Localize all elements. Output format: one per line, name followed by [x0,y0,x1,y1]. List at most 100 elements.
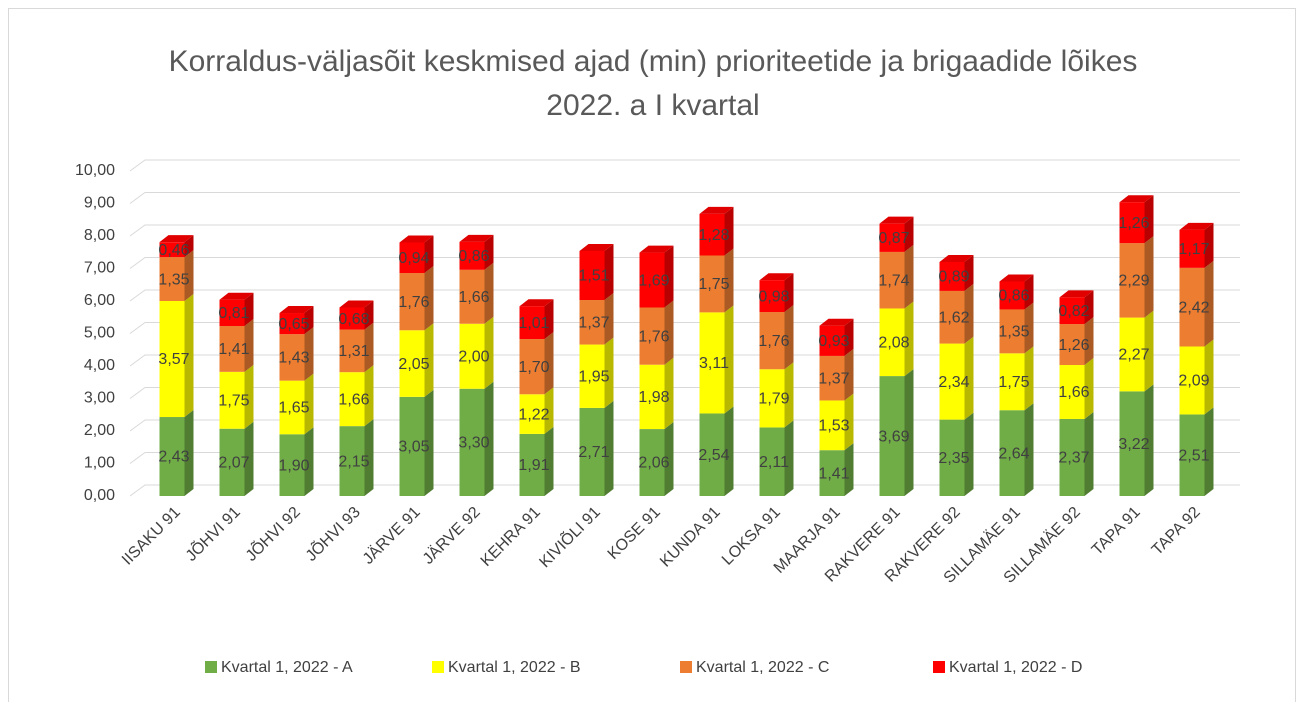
data-label: 1,26 [1118,215,1149,232]
bar-segment [579,250,605,301]
bar-top [1179,222,1214,230]
data-label: 1,31 [338,343,369,360]
data-label: 1,37 [578,315,609,332]
bar-segment [1119,317,1145,392]
bar-segment [1119,391,1145,496]
chart-title: Korraldus-väljasõit keskmised ajad (min)… [168,45,1138,122]
chart-frame [8,8,1296,702]
bar-side [1204,339,1214,415]
bar-segment [939,290,965,344]
x-tick-label: JÕHVI 93 [301,502,364,565]
bar-segment [639,364,665,430]
bar-side [784,420,794,496]
bar-side [1144,384,1154,496]
bar-segment [699,312,725,414]
data-label: 3,30 [458,435,489,452]
data-label: 2,00 [458,348,489,365]
data-label: 0,68 [338,311,369,328]
bar-side [1084,358,1094,419]
bar-segment [1059,365,1085,419]
x-tick-label: JÕHVI 92 [241,502,304,565]
bar-segment [759,312,785,370]
bar-segment [399,242,425,274]
data-label: 2,08 [878,334,909,351]
data-label: 2,42 [1178,299,1209,316]
data-label: 1,90 [278,457,309,474]
x-tick-label: KIVIÕLI 91 [534,502,604,572]
data-label: 3,22 [1118,436,1149,453]
bar-segment [1179,267,1205,347]
grid-line [129,159,1240,172]
bar-top [759,273,794,281]
bar-segment [459,241,485,270]
grid-line [129,289,1240,302]
bar-side [1024,346,1034,411]
data-label: 2,09 [1178,373,1209,390]
data-label: 1,65 [278,400,309,417]
bar-side [544,387,554,434]
bar-segment [1119,202,1145,244]
bar-side [364,365,374,427]
bar-side [304,373,314,435]
data-label: 1,53 [818,418,849,435]
data-label: 0,46 [158,242,189,259]
data-label: 2,71 [578,444,609,461]
bar-segment [579,407,605,496]
bar-segment [579,300,605,345]
bar-side [604,243,614,301]
bar-top [519,299,554,307]
bar-side [184,250,194,301]
bar-side [664,245,674,308]
bar-top [999,274,1034,282]
data-label: 1,41 [818,465,849,482]
bar-side [1204,222,1214,268]
data-label: 2,37 [1058,450,1089,467]
bar-segment [459,269,485,324]
x-tick-label: JÄRVE 91 [359,503,424,568]
bar-segment [879,223,905,252]
y-tick-label: 10,00 [75,162,115,179]
bar-side [364,300,374,330]
bar-segment [579,344,605,408]
data-label: 1,76 [638,328,669,345]
bar-side [844,393,854,451]
bar-side [904,369,914,496]
data-label: 1,35 [158,271,189,288]
bar-segment [699,413,725,496]
bar-top [159,235,194,243]
data-label: 2,43 [158,449,189,466]
bar-side [964,283,974,344]
data-label: 0,87 [878,230,909,247]
data-label: 1,51 [578,268,609,285]
bar-side [484,262,494,324]
bar-segment [159,417,185,496]
bar-segment [279,313,305,335]
bar-side [844,348,854,401]
data-label: 2,15 [338,453,369,470]
bar-side [964,412,974,496]
x-tick-label: IISAKU 91 [119,504,184,569]
data-label: 0,82 [1058,303,1089,320]
bar-segment [1059,418,1085,496]
bar-side [244,292,254,327]
data-label: 1,70 [518,359,549,376]
bar-segment [939,262,965,291]
bar-top [339,300,374,308]
bar-segment [519,394,545,434]
bar-segment [819,355,845,401]
bar-segment [399,273,425,331]
bar-top [639,245,674,253]
data-label: 2,07 [218,455,249,472]
y-tick-label: 5,00 [84,325,115,342]
bar-side [724,248,734,313]
data-label: 1,76 [398,294,429,311]
y-tick-label: 6,00 [84,292,115,309]
data-label: 0,98 [758,288,789,305]
bar-segment [159,301,185,418]
data-label: 3,69 [878,428,909,445]
bar-side [424,389,434,496]
bar-side [364,419,374,496]
bar-segment [1179,346,1205,415]
bar-side [724,406,734,496]
